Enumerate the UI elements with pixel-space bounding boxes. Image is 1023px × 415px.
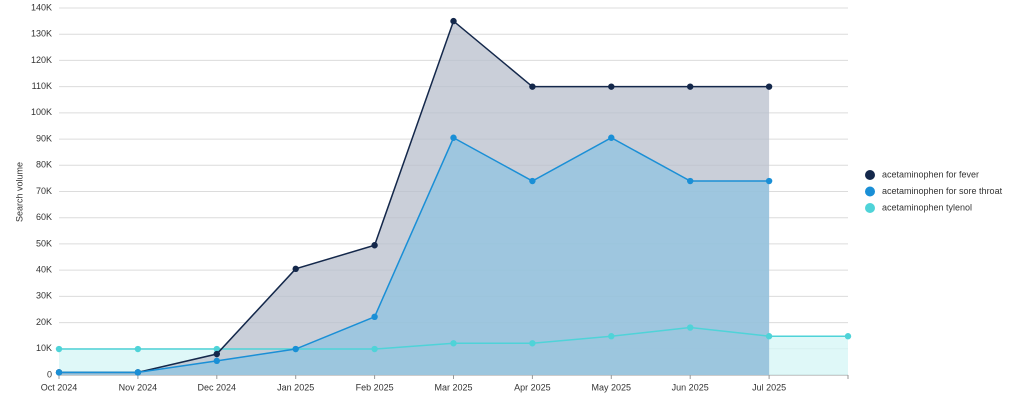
point [844,333,852,340]
y-tick-label: 100K [31,107,52,117]
y-tick-label: 140K [31,2,52,12]
y-tick-label: 120K [31,55,52,65]
y-tick-label: 110K [32,81,52,91]
legend-label: acetaminophen for fever [882,169,979,179]
legend-swatch [865,203,875,213]
point [529,83,536,90]
legend-swatch [865,186,875,197]
area [59,137,770,375]
point [213,357,220,365]
y-tick-label: 0 [47,369,52,379]
point [687,324,694,331]
legend-swatch [865,170,875,180]
point [529,340,536,347]
y-tick-label: 130K [31,29,52,39]
y-tick-label: 90K [36,133,52,143]
legend-label: acetaminophen tylenol [882,202,972,212]
point [213,350,220,358]
point [765,177,773,185]
x-tick-label: Nov 2024 [119,382,158,392]
y-tick-label: 80K [36,160,52,170]
point [765,333,773,340]
point [450,134,457,141]
point [134,345,142,353]
point [450,17,457,25]
y-tick-label: 50K [36,238,52,248]
x-tick-label: Jan 2025 [277,382,314,392]
point [608,83,615,90]
y-tick-label: 70K [36,186,52,196]
point [213,345,220,353]
x-tick-label: Apr 2025 [514,382,551,392]
x-tick-label: Jul 2025 [752,382,786,392]
point [371,345,378,353]
point [134,369,142,376]
x-tick-label: May 2025 [592,382,632,392]
y-tick-label: 10K [36,343,52,353]
line [59,19,770,374]
point [292,345,299,353]
x-tick-label: Mar 2025 [434,382,472,392]
point [292,265,299,273]
point [687,177,694,185]
point [371,313,378,321]
point [450,340,457,347]
point [765,83,773,90]
x-tick-label: Feb 2025 [356,382,394,392]
y-axis-label: Search volume [14,162,24,222]
line [59,136,770,374]
x-tick-label: Jun 2025 [672,382,709,392]
x-tick-label: Oct 2024 [41,382,78,392]
y-tick-label: 60K [36,212,52,222]
y-tick-label: 40K [36,265,52,275]
point [371,242,378,249]
point [608,134,615,141]
point [55,345,63,353]
point [687,83,694,90]
point [608,333,615,340]
x-tick-label: Dec 2024 [198,382,237,392]
point [529,177,536,185]
point [55,369,63,376]
y-tick-label: 30K [36,291,52,301]
y-tick-label: 20K [36,317,52,327]
legend-label: acetaminophen for sore throat [882,186,1003,196]
